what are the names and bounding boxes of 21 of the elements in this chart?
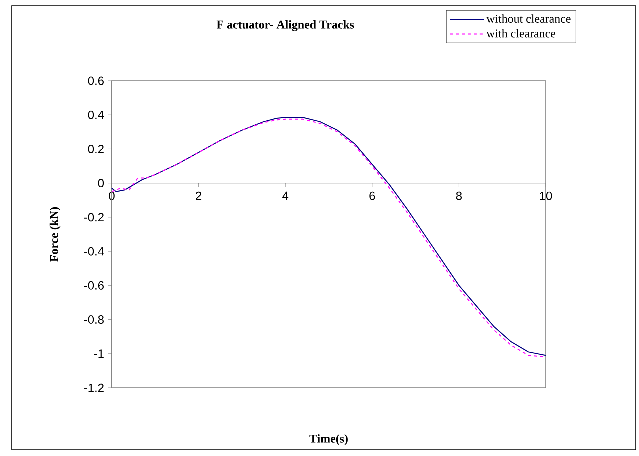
x-tick-label: 8 [456, 192, 462, 200]
y-tick-label: 0.6 [88, 76, 104, 86]
x-tick-label: 0 [109, 192, 115, 200]
y-tick-label: -0.6 [84, 281, 104, 290]
x-axis-title: Time(s) [310, 434, 348, 446]
x-tick-label: 6 [370, 192, 376, 200]
y-tick-label: -1.2 [84, 384, 104, 392]
legend-label: without clearance [486, 14, 571, 23]
y-tick-label: 0.4 [88, 110, 104, 120]
y-axis-title: Force (kN) [50, 207, 61, 262]
x-tick-label: 10 [540, 192, 552, 200]
legend-label: with clearance [486, 29, 556, 38]
y-tick-label: 0.2 [88, 144, 104, 154]
y-tick-label: -1 [94, 350, 104, 358]
y-tick-label: -0.4 [84, 247, 104, 256]
y-tick-label: -0.8 [84, 316, 104, 324]
x-tick-label: 2 [196, 192, 202, 200]
y-tick-label: 0 [98, 179, 104, 188]
chart-title: F actuator- Aligned Tracks [216, 20, 354, 32]
x-tick-label: 4 [282, 192, 289, 200]
y-tick-label: -0.2 [84, 213, 104, 222]
